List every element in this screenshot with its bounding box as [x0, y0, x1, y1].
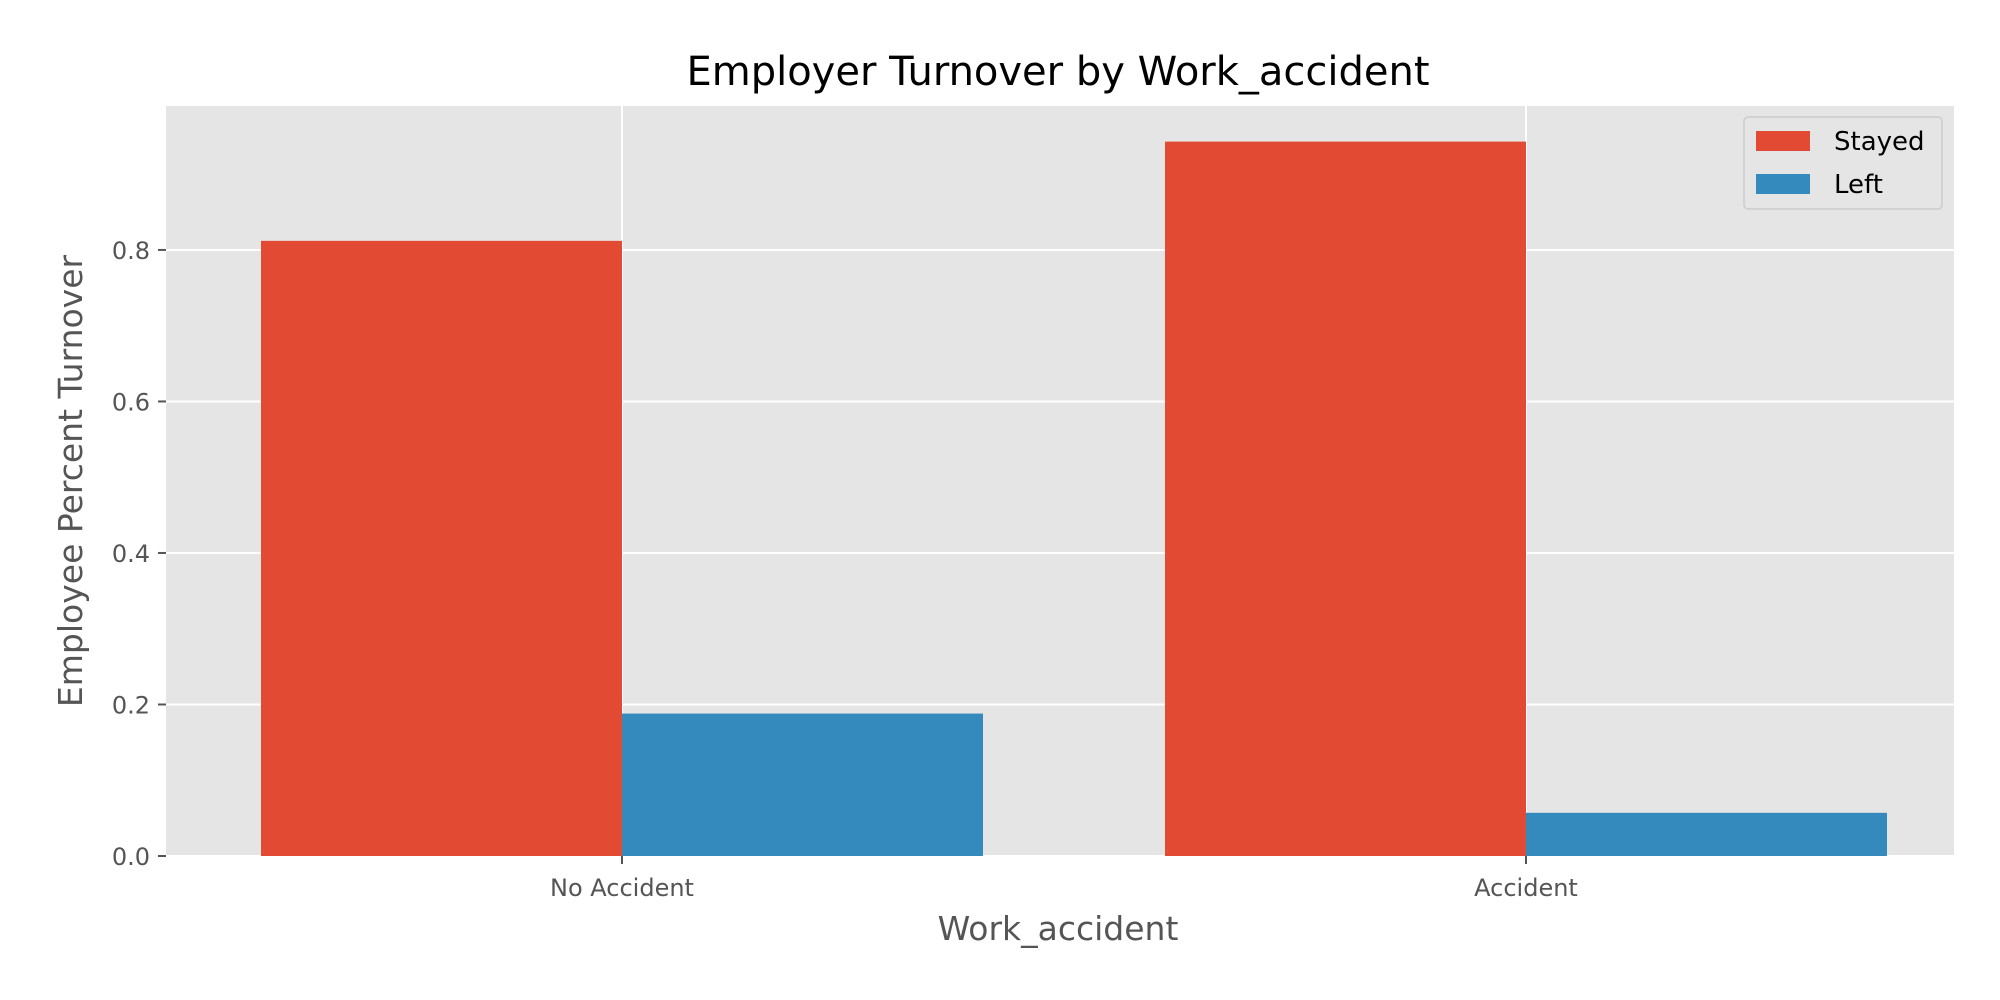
bar-left-no-accident [622, 713, 983, 856]
y-tick-label: 0.0 [112, 843, 150, 871]
bars [261, 141, 1887, 856]
y-axis-label: Employee Percent Turnover [51, 254, 90, 707]
bar-left-accident [1526, 812, 1887, 856]
legend-swatch-stayed [1756, 131, 1810, 151]
bar-stayed-accident [1165, 141, 1526, 856]
bar-stayed-no-accident [261, 240, 622, 856]
y-axis-ticks: 0.0 0.2 0.4 0.6 0.8 [112, 237, 166, 871]
legend-swatch-left [1756, 174, 1810, 194]
x-tick-label: No Accident [550, 874, 694, 902]
y-tick-label: 0.6 [112, 388, 150, 416]
chart-title: Employer Turnover by Work_accident [686, 49, 1429, 95]
y-tick-label: 0.4 [112, 540, 150, 568]
x-tick-label: Accident [1474, 874, 1578, 902]
x-axis-label: Work_accident [938, 909, 1179, 948]
legend-label-left: Left [1834, 170, 1883, 200]
legend: Stayed Left [1743, 116, 1943, 210]
y-tick-label: 0.8 [112, 237, 150, 265]
x-axis-ticks: No Accident Accident [550, 856, 1578, 902]
legend-label-stayed: Stayed [1834, 127, 1925, 157]
y-tick-label: 0.2 [112, 691, 150, 719]
